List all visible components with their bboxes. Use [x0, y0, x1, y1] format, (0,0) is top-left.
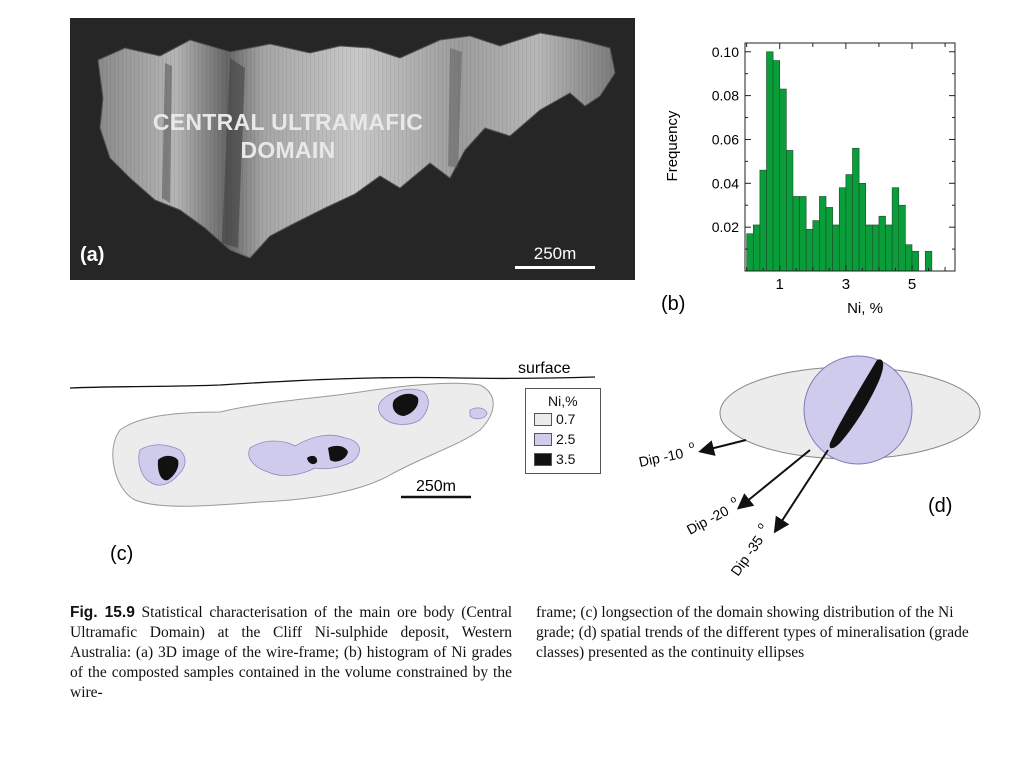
grade-zone-2.5 [469, 407, 488, 420]
degree-symbol: o [728, 494, 738, 507]
dip-label-35: Dip -35 o [727, 520, 767, 578]
continuity-ellipses-diagram: Dip -10 o Dip -20 o Dip -35 o (d) [637, 355, 981, 579]
longsection-panel: surface 250m (c) [60, 340, 620, 580]
figure-number: Fig. 15.9 [70, 604, 135, 621]
figure-caption-right: frame; (c) longsection of the domain sho… [536, 603, 978, 663]
histogram-bar [779, 88, 787, 272]
histogram-bar [911, 250, 919, 272]
grade-zone-3.5 [328, 445, 348, 462]
ni-histogram-chart: 0.020.040.060.080.101 3 5 Frequency Ni, % … [661, 42, 956, 317]
histogram-bar [812, 220, 820, 272]
continuity-ellipses-panel: Dip -10 o Dip -20 o Dip -35 o (d) [620, 355, 1000, 595]
caption-right-text: frame; (c) longsection of the domain sho… [536, 604, 969, 661]
legend-item: 0.7 [534, 411, 575, 427]
y-tick-label: 0.02 [712, 219, 739, 235]
dip-label-20: Dip -20 o [684, 494, 739, 538]
dip-label-20-text: Dip -20 [684, 502, 732, 537]
domain-title-line2: DOMAIN [240, 137, 336, 163]
histogram-bar [759, 169, 767, 272]
histogram-bar [878, 215, 886, 272]
histogram-bar [832, 224, 840, 272]
legend-item: 2.5 [534, 431, 575, 447]
legend-title: Ni,% [548, 393, 578, 409]
histogram-bar [865, 224, 873, 272]
legend-item-label: 2.5 [556, 431, 576, 447]
legend-swatch [534, 452, 552, 466]
panel-c-scale-label: 250m [416, 478, 456, 495]
grade-zone-3.5 [392, 393, 419, 416]
grade-zone-2.5 [248, 434, 360, 476]
histogram-bar [885, 224, 893, 272]
histogram-axes: 0.02 0.04 0.06 0.08 0.10 1 3 5 [712, 42, 956, 293]
x-axis-label: Ni, % [847, 300, 883, 317]
histogram-bar [792, 196, 800, 272]
wireframe-3d-image [97, 32, 616, 259]
histogram-panel: 0.02 0.04 0.06 0.08 0.10 1 3 5 Frequency Ni, % … [655, 18, 975, 328]
panel-d-label: (d) [928, 495, 952, 517]
histogram-bar [752, 224, 761, 272]
surface-line [69, 376, 596, 389]
histogram-bar [772, 60, 781, 272]
legend-item-label: 3.5 [556, 451, 576, 467]
dip-arrow-35 [773, 449, 829, 534]
y-tick-label: 0.10 [712, 44, 739, 60]
histogram-bar [905, 244, 913, 272]
y-tick-label: 0.06 [712, 131, 739, 147]
surface-label: surface [518, 360, 571, 377]
x-tick-label: 3 [842, 276, 850, 293]
histogram-bar [872, 224, 880, 272]
degree-symbol: o [755, 520, 767, 531]
histogram-bar [858, 183, 867, 272]
histogram-bar [799, 196, 807, 272]
histogram-bar [746, 233, 754, 272]
y-tick-label: 0.08 [712, 88, 739, 104]
histogram-bar [845, 174, 853, 272]
x-tick-label: 1 [776, 276, 784, 293]
ellipse-grade-3.5 [829, 359, 884, 449]
legend-swatch [534, 432, 552, 446]
panel-c-label: (c) [110, 543, 133, 565]
histogram-bar [786, 150, 794, 272]
domain-title-line1: CENTRAL ULTRAMAFIC [152, 109, 424, 135]
legend-item-label: 0.7 [556, 411, 576, 427]
grade-legend: Ni,% 0.7 2.5 3.5 [525, 388, 601, 474]
grade-zone-3.5 [157, 455, 179, 481]
panel-b-label: (b) [661, 293, 685, 315]
histogram-bar [825, 207, 833, 272]
histogram-bar [766, 51, 774, 272]
figure-caption-left: Fig. 15.9 Statistical characterisation o… [70, 603, 512, 703]
histogram-bars [746, 51, 933, 272]
dip-arrow-10 [698, 439, 747, 456]
legend-swatch [534, 412, 552, 426]
histogram-bar [805, 229, 814, 272]
histogram-bar [898, 204, 906, 272]
histogram-bar [838, 187, 847, 272]
grade-zone-3.5 [307, 455, 318, 465]
x-tick-label: 5 [908, 276, 916, 293]
dip-label-10: Dip -10 o [637, 439, 696, 470]
histogram-bar [891, 187, 900, 272]
legend-item: 3.5 [534, 451, 575, 467]
wireframe-image-panel: CENTRAL ULTRAMAFIC DOMAIN (a) 250m [70, 18, 635, 280]
longsection-map: surface 250m (c) [69, 360, 596, 565]
domain-title: CENTRAL ULTRAMAFIC DOMAIN [128, 108, 448, 164]
degree-symbol: o [688, 439, 696, 451]
panel-a-label: (a) [80, 244, 105, 266]
y-tick-label: 0.04 [712, 175, 739, 191]
y-axis-label: Frequency [664, 110, 681, 181]
histogram-bar [852, 147, 860, 272]
dip-arrow-20 [736, 449, 811, 510]
panel-a-scale-bar [515, 266, 595, 269]
plot-frame [744, 42, 956, 272]
dip-label-10-text: Dip -10 [637, 445, 685, 470]
dip-label-35-text: Dip -35 [727, 532, 766, 578]
panel-a-scale-label: 250m [533, 244, 577, 263]
caption-left-text: Statistical characterisation of the main… [70, 604, 512, 701]
histogram-bar [819, 196, 827, 272]
